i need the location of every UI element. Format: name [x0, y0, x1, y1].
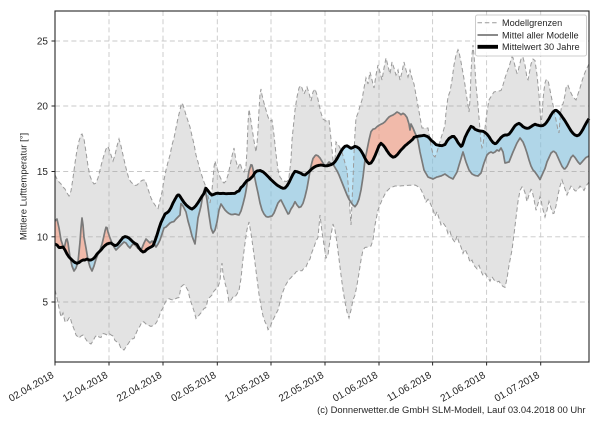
svg-text:Mittelwert 30 Jahre: Mittelwert 30 Jahre [502, 42, 580, 52]
svg-text:Mittel aller Modelle: Mittel aller Modelle [502, 30, 579, 40]
svg-text:15: 15 [37, 167, 49, 178]
svg-text:10: 10 [37, 232, 49, 243]
svg-text:(c) Donnerwetter.de GmbH SLM-M: (c) Donnerwetter.de GmbH SLM-Modell, Lau… [317, 404, 585, 415]
svg-text:25: 25 [37, 37, 49, 48]
svg-text:20: 20 [37, 102, 49, 113]
svg-text:Mittlere Lufttemperatur [°]: Mittlere Lufttemperatur [°] [19, 133, 30, 240]
svg-text:Modellgrenzen: Modellgrenzen [502, 18, 562, 28]
svg-text:5: 5 [42, 298, 48, 309]
